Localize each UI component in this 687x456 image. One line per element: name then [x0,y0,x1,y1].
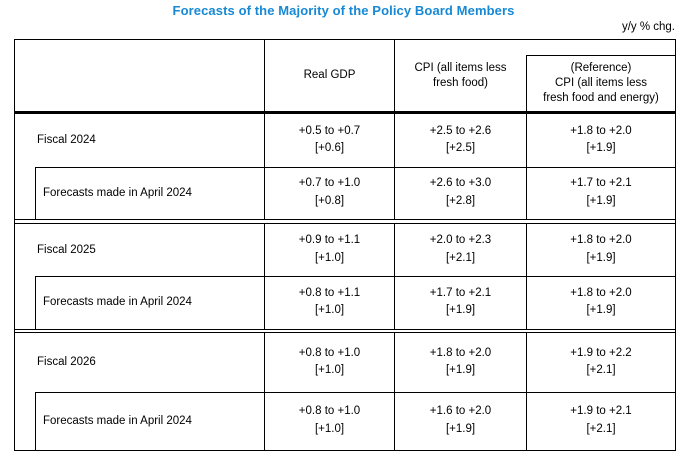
reference-cpi-cell: +1.8 to +2.0 [+1.9] [526,114,675,167]
unit-note: y/y % chg. [621,21,675,33]
row-fiscal-2025-april-forecast: Forecasts made in April 2024 +0.8 to +1.… [15,276,675,329]
real-gdp-cell: +0.8 to +1.0 [+1.0] [264,333,394,392]
reference-cpi-cell: +1.9 to +2.2 [+2.1] [526,333,675,392]
reference-cpi-range: +1.7 to +2.1 [570,177,632,190]
row-fiscal-2026: Fiscal 2026 +0.8 to +1.0 [+1.0] +1.8 to … [15,333,675,392]
real-gdp-median: [+1.0] [314,251,345,264]
row-label: Forecasts made in April 2024 [43,296,192,309]
reference-cpi-range: +1.9 to +2.2 [570,346,632,359]
cpi-cell: +1.6 to +2.0 [+1.9] [394,391,526,450]
real-gdp-median: [+0.6] [314,142,345,155]
table-header-row: Real GDP CPI (all items less fresh food)… [15,40,675,114]
reference-cpi-cell: +1.9 to +2.1 [+2.1] [526,391,675,450]
row-fiscal-2026-april-forecast: Forecasts made in April 2024 +0.8 to +1.… [15,391,675,450]
real-gdp-cell: +0.7 to +1.0 [+0.8] [264,166,394,219]
header-cell-empty [15,40,264,111]
row-label: Forecasts made in April 2024 [43,186,192,199]
reference-cpi-cell: +1.8 to +2.0 [+1.9] [526,276,675,329]
reference-cpi-range: +1.9 to +2.1 [570,405,632,418]
reference-cpi-range: +1.8 to +2.0 [570,286,632,299]
reference-cpi-median: [+1.9] [586,194,616,207]
real-gdp-range: +0.7 to +1.0 [298,177,361,190]
row-fiscal-2024: Fiscal 2024 +0.5 to +0.7 [+0.6] +2.5 to … [15,114,675,167]
cpi-range: +1.7 to +2.1 [429,286,492,299]
reference-cpi-cell: +1.7 to +2.1 [+1.9] [526,166,675,219]
cpi-median: [+2.8] [445,194,476,207]
cpi-cell: +2.6 to +3.0 [+2.8] [394,166,526,219]
reference-cpi-median: [+2.1] [586,364,616,377]
real-gdp-range: +0.8 to +1.0 [298,346,361,359]
cpi-range: +2.6 to +3.0 [429,177,492,190]
header-cell-cpi: CPI (all items less fresh food) [394,40,526,111]
real-gdp-cell: +0.5 to +0.7 [+0.6] [264,114,394,167]
row-fiscal-2024-april-forecast: Forecasts made in April 2024 +0.7 to +1.… [15,166,675,219]
cpi-median: [+2.1] [445,251,476,264]
forecast-table: Real GDP CPI (all items less fresh food)… [14,39,676,451]
cpi-cell: +1.8 to +2.0 [+1.9] [394,333,526,392]
reference-cpi-range: +1.8 to +2.0 [570,124,632,137]
real-gdp-cell: +0.8 to +1.1 [+1.0] [264,276,394,329]
cpi-median: [+1.9] [445,304,476,317]
row-fiscal-2025: Fiscal 2025 +0.9 to +1.1 [+1.0] +2.0 to … [15,223,675,276]
real-gdp-cell: +0.9 to +1.1 [+1.0] [264,223,394,276]
header-cell-cpi-reference: (Reference) CPI (all items less fresh fo… [526,55,675,111]
fiscal-2026-block: Fiscal 2026 +0.8 to +1.0 [+1.0] +1.8 to … [15,332,675,450]
reference-cpi-cell: +1.8 to +2.0 [+1.9] [526,223,675,276]
reference-cpi-range: +1.8 to +2.0 [570,234,632,247]
reference-cpi-median: [+1.9] [586,142,616,155]
fiscal-2024-block: Fiscal 2024 +0.5 to +0.7 [+0.6] +2.5 to … [15,114,675,220]
real-gdp-range: +0.8 to +1.0 [298,405,361,418]
row-label: Forecasts made in April 2024 [43,414,192,427]
reference-cpi-median: [+2.1] [586,422,616,435]
real-gdp-range: +0.8 to +1.1 [298,286,361,299]
cpi-range: +1.8 to +2.0 [429,346,492,359]
row-label: Fiscal 2026 [37,356,96,369]
real-gdp-median: [+0.8] [314,194,345,207]
cpi-median: [+1.9] [445,364,476,377]
cpi-range: +1.6 to +2.0 [429,405,492,418]
real-gdp-median: [+1.0] [314,422,345,435]
header-cell-real-gdp: Real GDP [264,40,394,111]
cpi-cell: +2.5 to +2.6 [+2.5] [394,114,526,167]
row-label: Fiscal 2024 [37,134,96,147]
real-gdp-cell: +0.8 to +1.0 [+1.0] [264,391,394,450]
real-gdp-median: [+1.0] [314,304,345,317]
reference-cpi-median: [+1.9] [586,304,616,317]
real-gdp-median: [+1.0] [314,364,345,377]
real-gdp-range: +0.9 to +1.1 [298,234,361,247]
fiscal-2025-block: Fiscal 2025 +0.9 to +1.1 [+1.0] +2.0 to … [15,222,675,330]
cpi-median: [+2.5] [445,142,476,155]
page-title: Forecasts of the Majority of the Policy … [172,3,515,18]
real-gdp-range: +0.5 to +0.7 [298,124,361,137]
cpi-range: +2.0 to +2.3 [429,234,492,247]
row-label: Fiscal 2025 [37,243,96,256]
cpi-cell: +1.7 to +2.1 [+1.9] [394,276,526,329]
reference-cpi-median: [+1.9] [586,251,616,264]
cpi-range: +2.5 to +2.6 [429,124,492,137]
cpi-cell: +2.0 to +2.3 [+2.1] [394,223,526,276]
cpi-median: [+1.9] [445,422,476,435]
